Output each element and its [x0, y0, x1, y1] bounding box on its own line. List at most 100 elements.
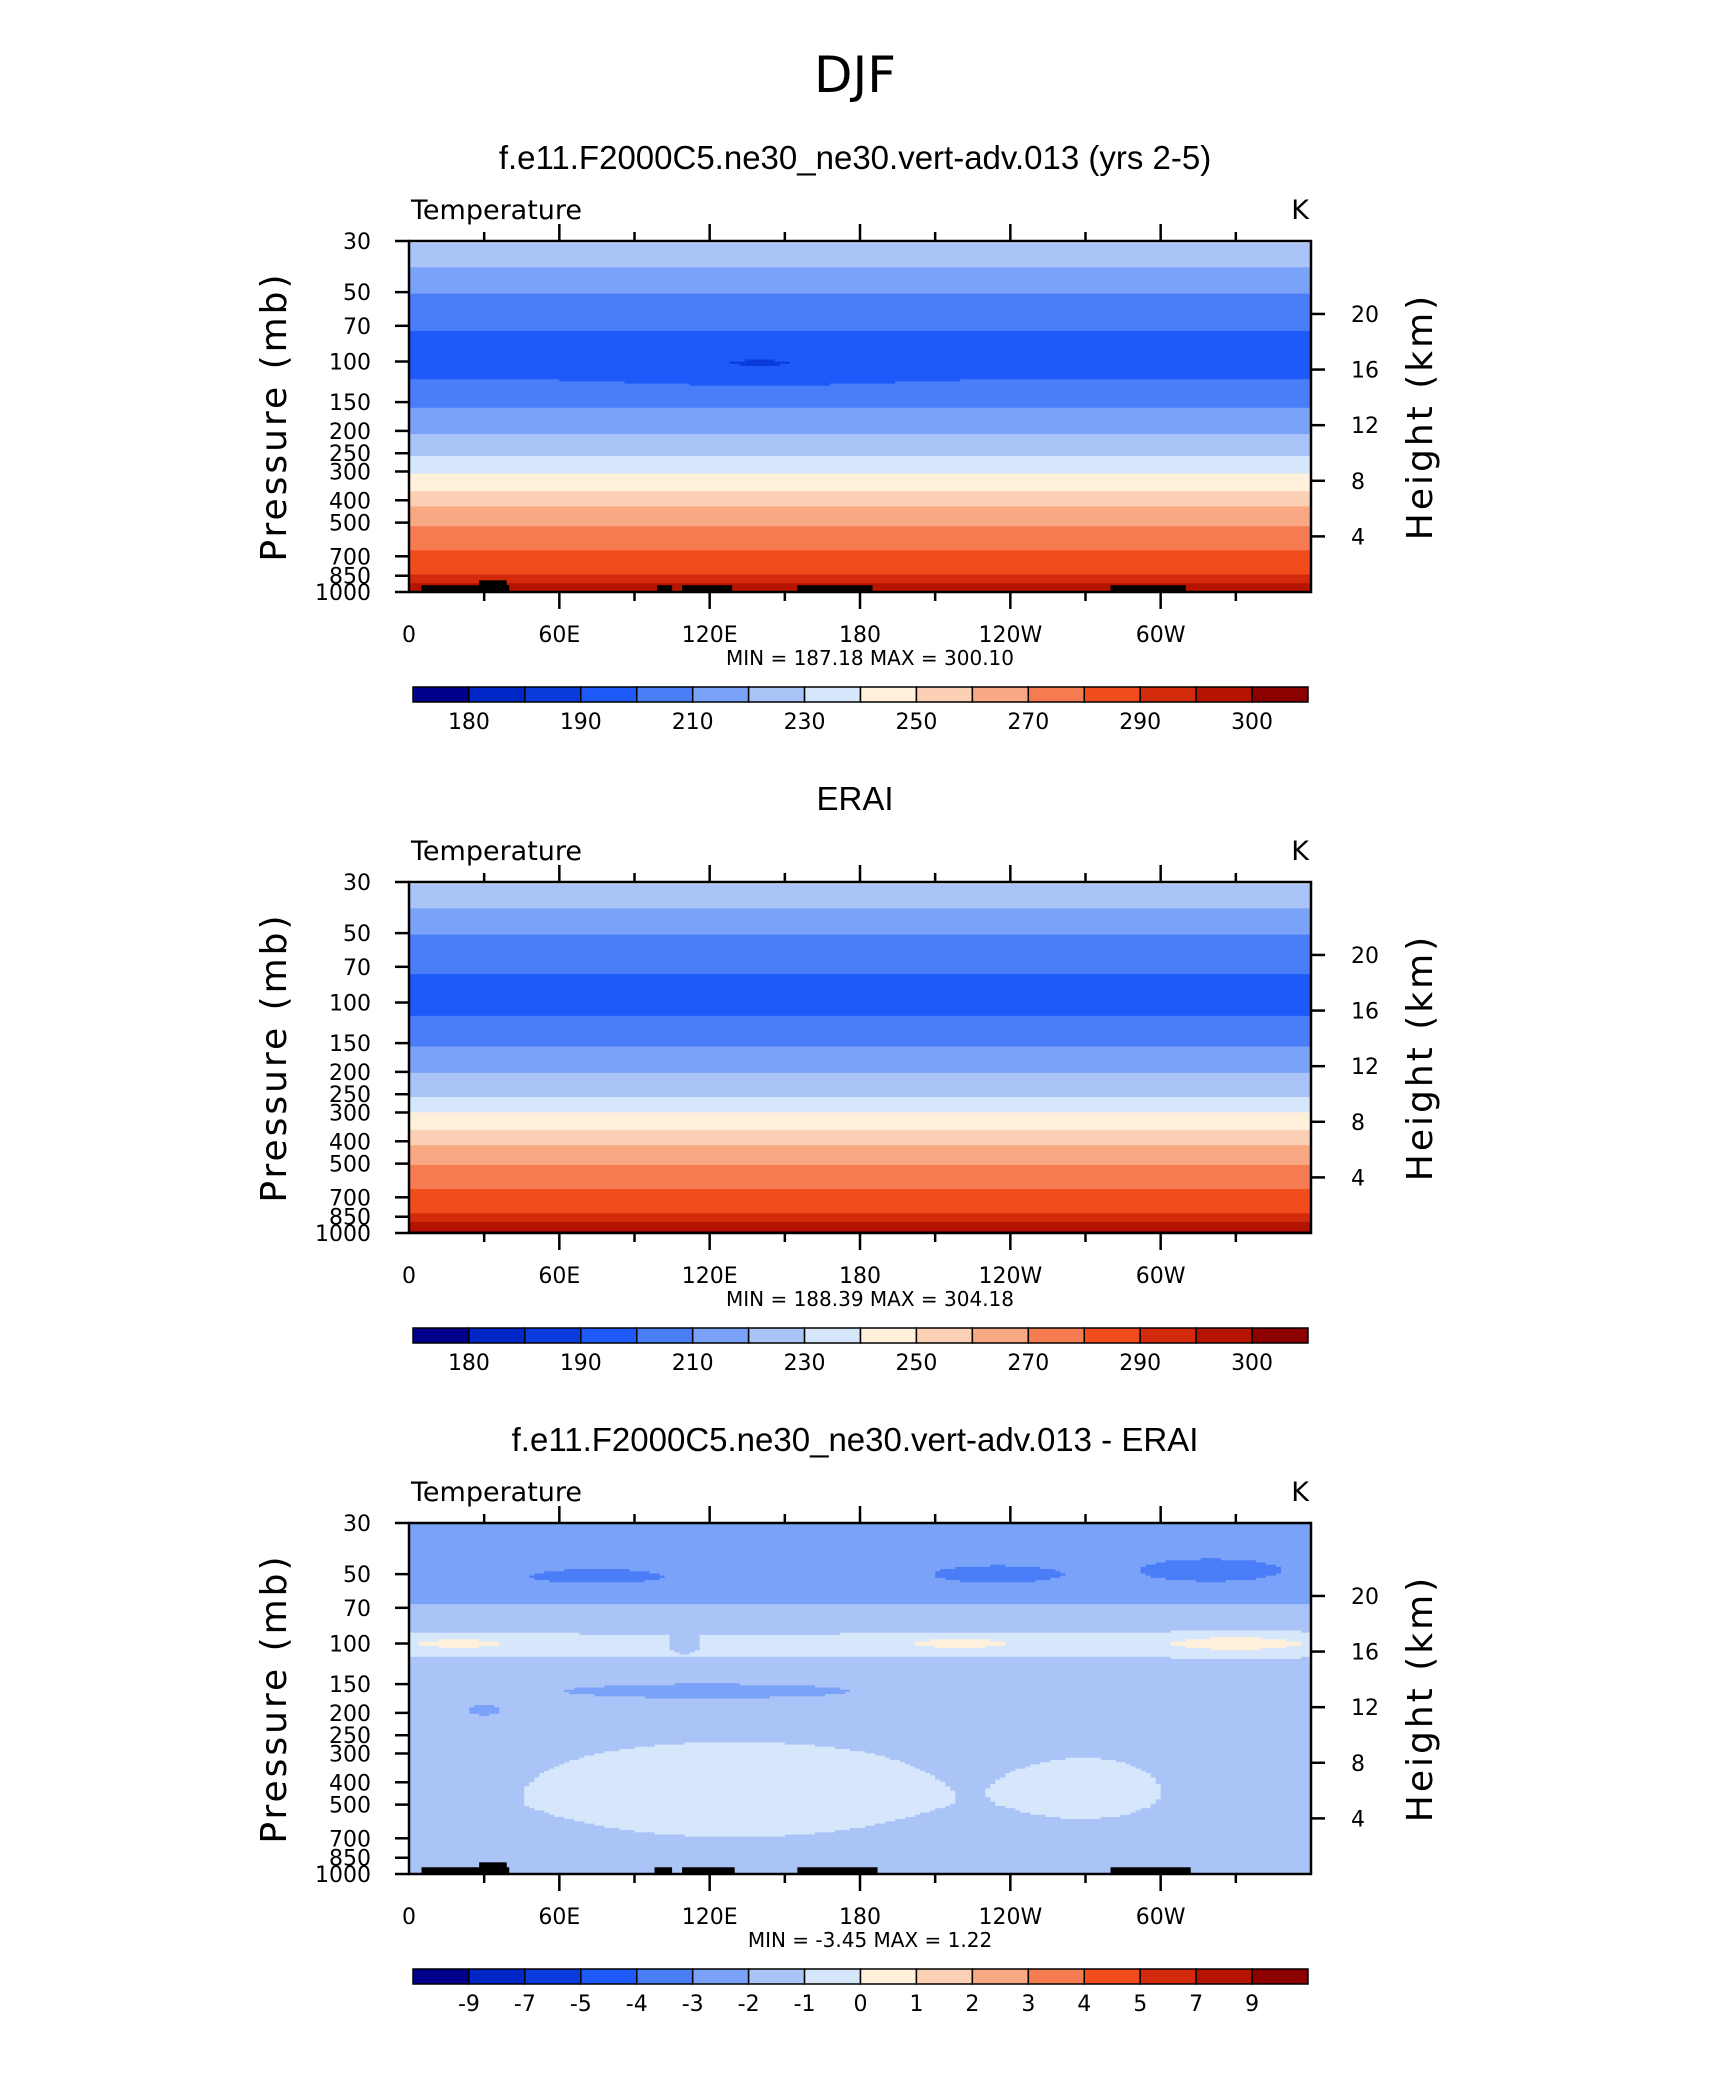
contour-cell — [409, 1678, 1312, 1682]
contour-cell — [930, 1639, 991, 1643]
contour-cell — [839, 1687, 1312, 1691]
contour-cell — [940, 1569, 1057, 1572]
contour-cell — [1135, 1810, 1312, 1814]
contour-cell — [784, 1742, 1312, 1746]
contour-cell — [409, 963, 1312, 966]
x-tick-label: 0 — [402, 623, 416, 648]
colorbar-label: 1 — [909, 1992, 923, 2017]
contour-cell — [409, 1751, 606, 1754]
x-tick-label: 180 — [839, 1264, 881, 1289]
contour-cell — [409, 1573, 535, 1577]
contour-cell — [679, 1652, 691, 1656]
contour-cell — [409, 405, 1312, 409]
contour-cell — [1010, 1770, 1147, 1774]
contour-cell — [409, 1617, 1312, 1621]
contour-cell — [524, 1803, 951, 1807]
colorbar-box — [1083, 1968, 1141, 1985]
contour-cell — [409, 1580, 550, 1583]
contour-cell — [1300, 1630, 1312, 1634]
colorbar-box — [1139, 1327, 1197, 1344]
contour-cell — [669, 1641, 701, 1645]
contour-cell — [895, 1819, 1312, 1822]
x-tick-label: 60W — [1136, 1905, 1186, 1930]
contour-cell — [409, 1619, 1312, 1623]
contour-cell — [409, 1064, 1312, 1067]
min-max-stats: MIN = 188.39 MAX = 304.18 — [726, 1287, 1014, 1311]
colorbar-box — [1195, 686, 1253, 703]
contour-cell — [409, 528, 1312, 532]
contour-cell — [950, 1786, 991, 1790]
contour-cell — [985, 1788, 1162, 1792]
y-tick-label: 70 — [343, 315, 371, 340]
contour-cell — [960, 1580, 1036, 1583]
contour-cell — [409, 1540, 1312, 1544]
contour-cell — [995, 1803, 1152, 1807]
contour-cell — [409, 276, 1312, 279]
contour-cell — [409, 1841, 1312, 1844]
topography-block — [421, 1867, 510, 1874]
contour-cell — [409, 556, 1312, 560]
contour-cell — [409, 1720, 1312, 1724]
contour-cell — [409, 1175, 1312, 1179]
contour-cell — [409, 567, 1312, 571]
contour-cell — [409, 416, 1312, 420]
colorbar-box — [412, 686, 470, 703]
contour-cell — [409, 1009, 1312, 1013]
contour-cell — [784, 1834, 1312, 1838]
contour-cell — [409, 1024, 1312, 1028]
contour-cell — [409, 241, 1312, 244]
contour-cell — [1150, 1803, 1312, 1807]
contour-cell — [409, 1081, 1312, 1085]
contour-cell — [409, 1777, 535, 1781]
contour-cell — [1020, 1810, 1137, 1814]
contour-cell — [409, 1674, 1312, 1678]
contour-cell — [409, 1116, 1312, 1120]
y2-axis-title: Height (km) — [1400, 293, 1441, 540]
colorbar-box — [859, 1327, 918, 1344]
contour-cell — [409, 517, 1312, 521]
x-tick-label: 120E — [682, 1905, 738, 1930]
contour-cell — [409, 1103, 1312, 1107]
contour-cell — [439, 1639, 480, 1643]
contour-cell — [569, 1759, 901, 1763]
contour-cell — [409, 1033, 1312, 1037]
contour-cell — [1220, 1558, 1312, 1561]
contour-cell — [960, 379, 1312, 382]
contour-cell — [409, 1140, 1312, 1144]
contour-cell — [1155, 1562, 1267, 1566]
contour-cell — [1050, 1759, 1117, 1763]
contour-cell — [409, 1200, 1312, 1203]
contour-cell — [409, 541, 1312, 545]
colorbar-box — [1251, 1968, 1309, 1985]
y-tick-label: 300 — [329, 1742, 371, 1767]
contour-cell — [409, 1718, 1312, 1722]
contour-cell — [409, 903, 1312, 907]
contour-cell — [524, 1801, 956, 1805]
contour-cell — [990, 1784, 1162, 1787]
contour-cell — [569, 1691, 846, 1695]
colorbar-box — [524, 686, 582, 703]
y-axis-title: Pressure (mb) — [254, 1553, 295, 1843]
contour-cell — [669, 1648, 701, 1651]
contour-cell — [409, 394, 1312, 398]
contour-cell — [524, 1799, 956, 1803]
contour-cell — [619, 1748, 851, 1752]
contour-cell — [1030, 1764, 1132, 1768]
height-tick-label: 4 — [1351, 1166, 1365, 1191]
contour-cell — [409, 559, 1312, 562]
contour-cell — [769, 1696, 1312, 1700]
contour-cell — [409, 1121, 1312, 1124]
contour-cell — [409, 258, 1312, 262]
contour-cell — [1155, 1781, 1312, 1785]
x-tick-label: 60W — [1136, 623, 1186, 648]
contour-cell — [409, 471, 1312, 475]
contour-cell — [409, 339, 1312, 343]
contour-cell — [1150, 1775, 1312, 1779]
contour-cell — [409, 265, 1312, 268]
contour-cell — [844, 1691, 1312, 1695]
contour-cell — [524, 1792, 956, 1796]
contour-cell — [409, 1204, 1312, 1208]
contour-cell — [739, 1683, 1312, 1686]
contour-cell — [409, 1147, 1312, 1151]
contour-cell — [409, 1683, 676, 1686]
